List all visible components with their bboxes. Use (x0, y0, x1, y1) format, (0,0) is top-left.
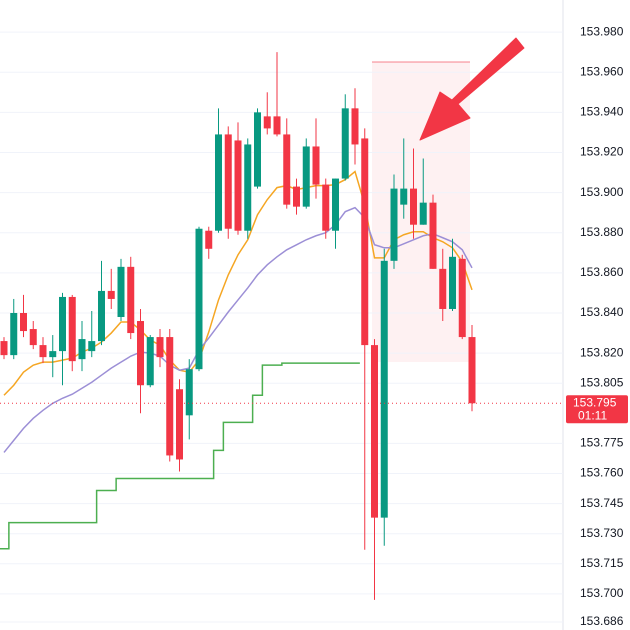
y-tick-label: 153.760 (580, 466, 624, 480)
candle-body (263, 116, 271, 129)
y-tick-label: 153.860 (580, 265, 624, 279)
candle-body (29, 329, 37, 346)
candle-body (195, 228, 203, 370)
candle-body (0, 341, 8, 356)
candle-body (312, 146, 320, 185)
candle-body (302, 146, 310, 207)
candle-body (371, 345, 378, 518)
y-tick-label: 153.805 (580, 375, 624, 389)
y-tick-label: 153.980 (580, 24, 624, 38)
candle-body (380, 260, 388, 518)
candle-body (410, 188, 417, 225)
candle-body (185, 369, 193, 416)
candle-body (137, 321, 144, 386)
y-tick-label: 153.686 (580, 614, 624, 628)
y-tick-label: 153.820 (580, 345, 624, 359)
candle-body (400, 188, 408, 205)
candle-body (429, 202, 437, 269)
candle-body (78, 339, 86, 360)
candle-body (49, 351, 57, 358)
candle-body (449, 256, 456, 309)
candle-body (390, 188, 398, 261)
y-tick-label: 153.960 (580, 64, 624, 78)
arrow (419, 37, 525, 141)
y-tick-label: 153.715 (580, 556, 624, 570)
last-price-label: 153.795 (573, 395, 617, 409)
candle-body (361, 138, 369, 346)
candle-body (341, 108, 349, 179)
candle-body (156, 337, 164, 358)
candle-body (68, 296, 76, 362)
candle-body (322, 184, 330, 231)
candle-body (20, 312, 27, 332)
candle-body (351, 108, 359, 145)
candle-body (244, 144, 252, 231)
candle-body (166, 337, 174, 456)
candle-body (59, 296, 66, 352)
candle-body (205, 230, 213, 249)
candle-body (458, 258, 466, 338)
candle-body (468, 337, 476, 404)
candle-body (332, 178, 339, 231)
y-tick-label: 153.940 (580, 105, 624, 119)
countdown-label: 01:11 (578, 408, 607, 422)
candle-body (224, 134, 232, 229)
axis-labels: 153.980 153.960 153.940 153.920 153.900 153.8… (566, 24, 628, 628)
y-tick-label: 153.900 (580, 185, 624, 199)
candles (0, 52, 563, 600)
candle-body (439, 268, 447, 309)
candle-body (98, 290, 105, 342)
candle-body (215, 134, 222, 231)
y-tick-label: 153.920 (580, 145, 624, 159)
y-tick-label: 153.880 (580, 225, 624, 239)
candle-body (39, 345, 47, 358)
y-tick-label: 153.775 (580, 436, 624, 450)
candle-body (293, 186, 300, 207)
candle-body (254, 112, 261, 187)
candle-body (283, 134, 291, 205)
candle-body (107, 290, 115, 299)
candle-body (419, 202, 427, 225)
candle-body (117, 266, 125, 318)
y-tick-label: 153.730 (580, 526, 624, 540)
candle-body (176, 389, 183, 460)
candle-body (127, 266, 135, 334)
candle-body (10, 312, 18, 356)
candle-body (88, 341, 96, 352)
y-tick-label: 153.840 (580, 305, 624, 319)
candle-body (273, 116, 281, 135)
overlay-line (0, 362, 360, 550)
candle-body (146, 337, 154, 386)
y-tick-label: 153.700 (580, 586, 624, 600)
last-price-box (566, 395, 628, 424)
y-tick-label: 153.745 (580, 496, 624, 510)
candle-body (234, 140, 242, 231)
